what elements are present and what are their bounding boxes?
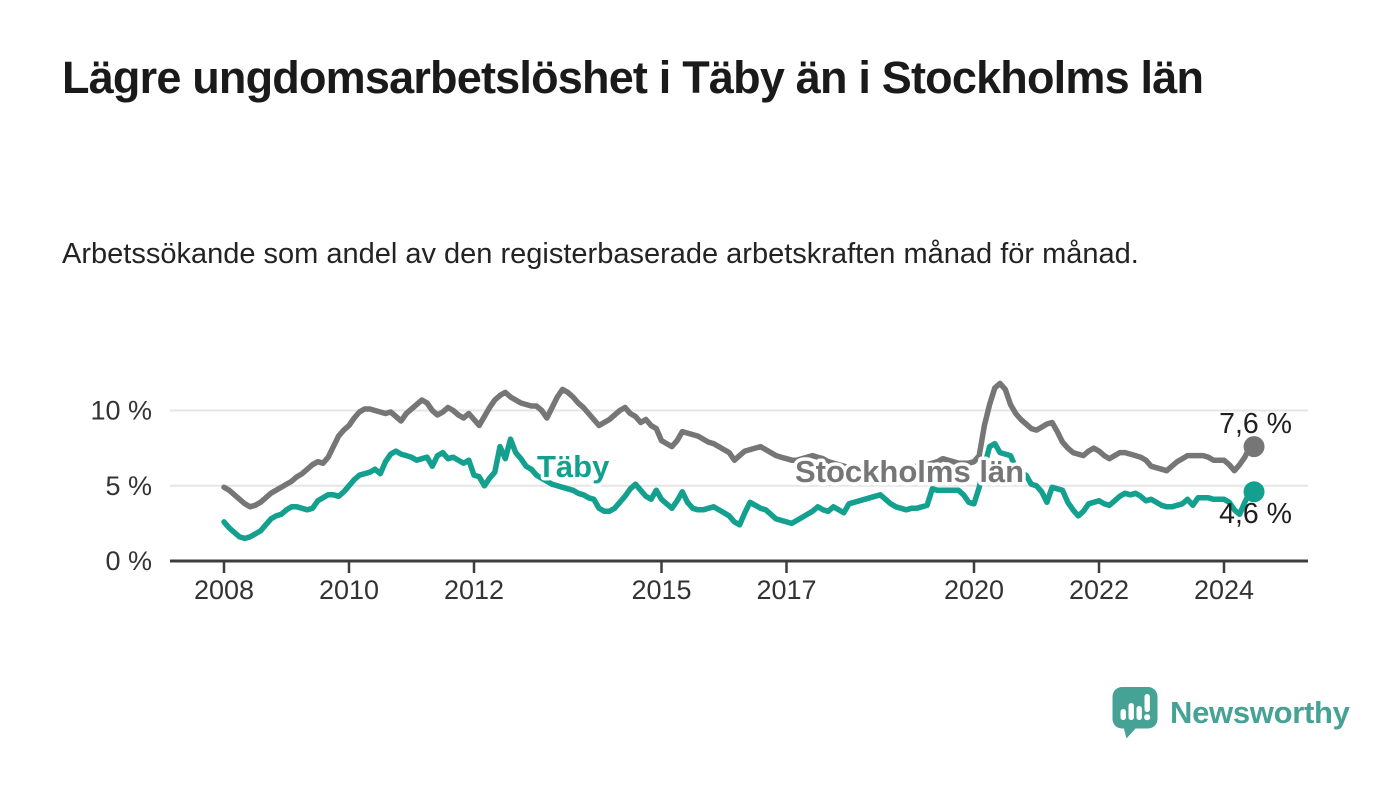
series-end-value-label: 4,6 % [1219, 498, 1292, 530]
y-axis-tick-label: 5 % [105, 471, 152, 501]
series-end-dot [1243, 436, 1265, 458]
page-title: Lägre ungdomsarbetslöshet i Täby än i St… [62, 52, 1204, 103]
x-axis-tick-label: 2010 [319, 575, 379, 605]
series-label-taby: Täby [537, 449, 610, 484]
series-line-stockholms-lan [221, 380, 1253, 510]
y-axis-tick-label: 0 % [105, 546, 152, 576]
x-axis-tick-label: 2012 [444, 575, 504, 605]
x-axis-tick-label: 2017 [756, 575, 816, 605]
y-axis-tick-label: 10 % [90, 396, 152, 426]
page-subtitle: Arbetssökande som andel av den registerb… [62, 238, 1139, 270]
x-axis-tick-label: 2008 [194, 575, 254, 605]
series-end-dot [1243, 481, 1265, 503]
newsworthy-logo-text: Newsworthy [1170, 695, 1350, 730]
bar-chart-speech-bubble-icon [1112, 687, 1158, 739]
x-axis-tick-label: 2015 [631, 575, 691, 605]
x-axis-tick-label: 2022 [1069, 575, 1129, 605]
x-axis-tick-label: 2020 [944, 575, 1004, 605]
x-axis-tick-label: 2024 [1194, 575, 1254, 605]
series-end-value-label: 7,6 % [1219, 408, 1292, 440]
series-label-stockholms-lan: Stockholms län [795, 454, 1024, 489]
series-line-taby [221, 436, 1253, 542]
newsworthy-logo: Newsworthy [1112, 686, 1350, 740]
